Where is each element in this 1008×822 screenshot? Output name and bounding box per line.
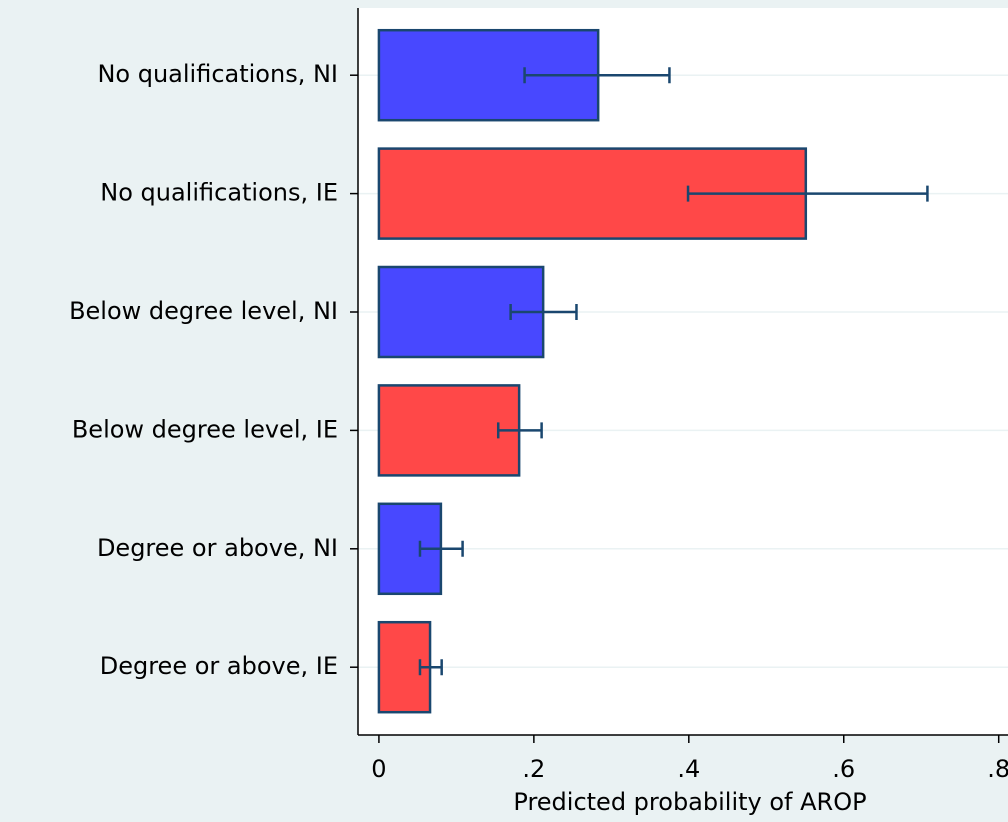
y-tick-label: Below degree level, NI — [69, 297, 338, 325]
error-bar — [523, 67, 671, 84]
x-tick-label: .4 — [677, 755, 700, 783]
y-tick-label: Degree or above, NI — [97, 534, 338, 562]
bar — [377, 384, 521, 477]
x-axis-label: Predicted probability of AROP — [513, 788, 866, 816]
error-bar — [509, 304, 578, 320]
x-tick-label: .2 — [522, 755, 545, 783]
error-bar — [686, 185, 929, 202]
error-bar — [496, 422, 543, 439]
plot-area — [358, 8, 1008, 735]
y-tick-label: No qualifications, IE — [100, 179, 338, 207]
x-tick-label: .6 — [832, 755, 855, 783]
y-tick-label: No qualifications, NI — [97, 60, 338, 88]
x-tick-label: .8 — [987, 755, 1008, 783]
error-bar — [418, 540, 464, 557]
error-bar — [418, 659, 443, 676]
x-tick-label: 0 — [371, 755, 386, 783]
y-tick-label: Degree or above, IE — [100, 652, 338, 680]
y-tick-label: Below degree level, IE — [72, 415, 338, 443]
